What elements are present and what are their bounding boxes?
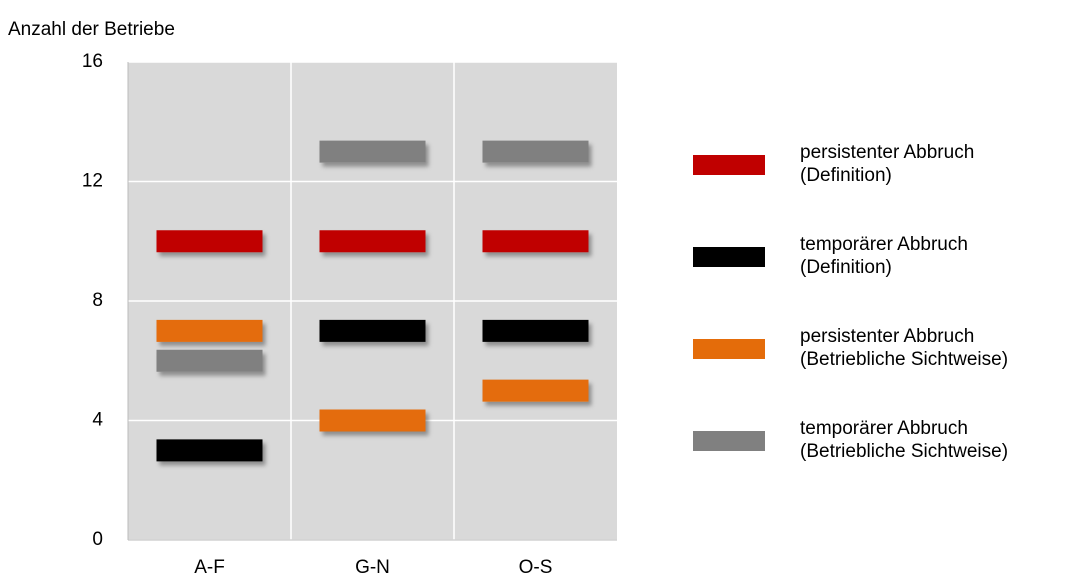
y-tick-label: 8 (92, 290, 103, 311)
marker (156, 439, 263, 462)
y-tick-label: 0 (92, 529, 103, 550)
legend-label: temporärer Abbruch (Definition) (800, 234, 968, 278)
y-axis-label: Anzahl der Betriebe (8, 19, 175, 40)
x-tick-label: A-F (194, 557, 225, 578)
legend-swatch (693, 431, 765, 451)
marker (156, 349, 263, 372)
legend-swatch (693, 247, 765, 267)
marker (482, 379, 589, 402)
legend-swatch (693, 155, 765, 175)
marker (319, 140, 426, 163)
legend-label: persistenter Abbruch (Definition) (800, 142, 975, 186)
marker (482, 140, 589, 163)
y-tick-label: 16 (82, 51, 103, 72)
marker (482, 230, 589, 253)
y-tick-label: 12 (82, 171, 103, 192)
x-tick-label: O-S (519, 557, 553, 578)
marker (156, 230, 263, 253)
marker (319, 409, 426, 432)
x-tick-label: G-N (355, 557, 390, 578)
marker (319, 230, 426, 253)
legend-swatch (693, 339, 765, 359)
legend-label: persistenter Abbruch (Betriebliche Sicht… (800, 326, 1009, 370)
legend-label: temporärer Abbruch (Betriebliche Sichtwe… (800, 418, 1009, 462)
y-tick-label: 4 (92, 410, 103, 431)
marker (156, 319, 263, 342)
marker (319, 319, 426, 342)
marker (482, 319, 589, 342)
